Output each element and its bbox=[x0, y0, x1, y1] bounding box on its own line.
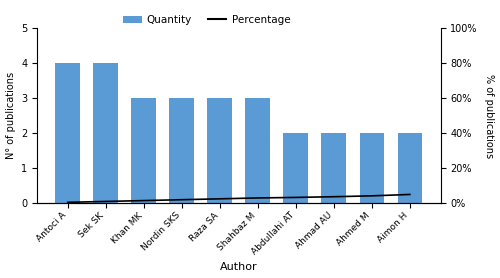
Bar bbox=[284, 133, 308, 203]
Bar bbox=[398, 133, 422, 203]
Bar bbox=[170, 98, 194, 203]
Bar bbox=[208, 98, 232, 203]
Bar bbox=[132, 98, 156, 203]
Bar bbox=[246, 98, 270, 203]
X-axis label: Author: Author bbox=[220, 262, 258, 272]
Legend: Quantity, Percentage: Quantity, Percentage bbox=[118, 11, 294, 29]
Bar bbox=[94, 63, 118, 203]
Bar bbox=[360, 133, 384, 203]
Bar bbox=[56, 63, 80, 203]
Bar bbox=[322, 133, 346, 203]
Y-axis label: % of publications: % of publications bbox=[484, 74, 494, 158]
Y-axis label: N° of publications: N° of publications bbox=[6, 72, 16, 159]
